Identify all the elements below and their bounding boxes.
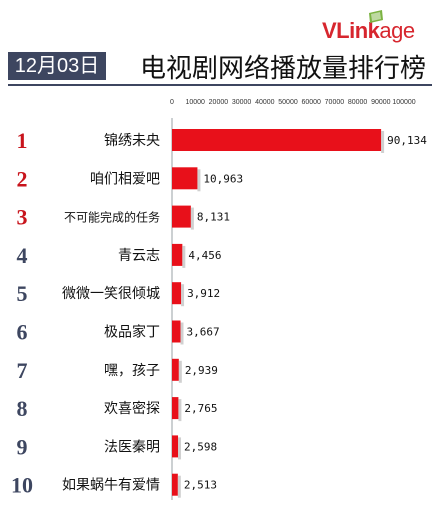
drama-name-label: 嘿，孩子: [104, 363, 160, 379]
bar-shadow: [178, 360, 182, 383]
drama-name-label: 咱们相爱吧: [90, 171, 160, 187]
bar-shadow: [178, 399, 182, 422]
x-tick-label: 70000: [325, 99, 345, 106]
bar-shadow: [381, 131, 385, 153]
drama-name-label: 不可能完成的任务: [64, 210, 160, 225]
x-tick-label: 10000: [185, 99, 205, 106]
bar-shadow: [177, 475, 181, 498]
rank-number: 9: [17, 434, 28, 459]
bar: [172, 129, 382, 151]
x-tick-label: 40000: [255, 99, 275, 106]
bar: [172, 473, 178, 496]
chart-title: 电视剧网络播放量排行榜: [140, 54, 427, 84]
data-label: 4,456: [188, 249, 221, 262]
drama-name-label: 法医秦明: [104, 439, 160, 455]
rank-number: 7: [17, 358, 28, 383]
bar-shadow: [181, 284, 185, 307]
rank-number: 5: [17, 281, 28, 306]
rank-number: 6: [17, 320, 28, 345]
bar-shadow: [182, 245, 186, 268]
rank-number: 10: [11, 473, 33, 498]
x-tick-label: 30000: [232, 99, 252, 106]
drama-name-label: 微微一笑很倾城: [62, 286, 160, 302]
data-label: 2,598: [184, 440, 217, 453]
bar: [172, 397, 179, 420]
bar: [172, 320, 181, 343]
x-tick-label: 90000: [371, 99, 391, 106]
rank-number: 3: [17, 205, 28, 230]
date-badge: 12月03日: [8, 52, 106, 80]
data-label: 3,667: [187, 326, 220, 339]
rank-number: 2: [17, 166, 28, 191]
bar: [172, 358, 179, 381]
x-tick-label: 100000: [392, 99, 415, 106]
drama-name-label: 欢喜密探: [104, 400, 160, 417]
x-tick-label: 0: [170, 99, 174, 106]
rank-number: 4: [17, 243, 28, 268]
bar: [172, 282, 182, 305]
bar: [172, 167, 198, 190]
drama-name-label: 青云志: [118, 248, 160, 264]
bar-shadow: [178, 437, 182, 460]
rank-number: 8: [17, 396, 28, 421]
title-divider: [8, 84, 432, 86]
rank-number: 1: [17, 128, 28, 153]
data-label: 8,131: [197, 211, 230, 224]
data-label: 2,939: [185, 364, 218, 377]
data-label: 2,765: [184, 402, 217, 415]
x-tick-label: 20000: [209, 99, 229, 106]
drama-name-label: 锦绣未央: [104, 132, 160, 149]
bar-shadow: [190, 207, 194, 230]
x-tick-label: 60000: [301, 99, 321, 106]
data-label: 90,134: [387, 134, 427, 147]
bar: [172, 435, 179, 458]
data-label: 10,963: [203, 172, 243, 185]
ranking-bar-chart: 0 10000 20000 30000 40000 50000 60000 70000 8000…: [11, 99, 427, 500]
flag-icon: [369, 10, 383, 23]
drama-name-label: 极品家丁: [104, 324, 160, 341]
data-label: 2,513: [184, 479, 217, 492]
bar-shadow: [180, 322, 184, 345]
bar-shadow: [197, 169, 201, 192]
drama-name-label: 如果蜗牛有爱情: [62, 478, 160, 494]
x-tick-label: 80000: [348, 99, 368, 106]
data-label: 3,912: [187, 287, 220, 300]
bar: [172, 205, 191, 228]
bar: [172, 243, 183, 266]
x-tick-label: 50000: [278, 99, 298, 106]
